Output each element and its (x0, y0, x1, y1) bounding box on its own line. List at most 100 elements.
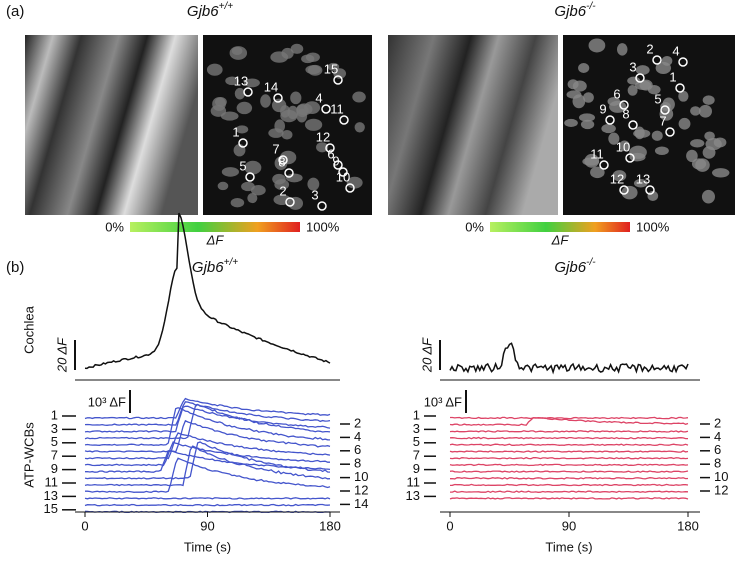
trace-label: 3 (51, 421, 58, 436)
panel-label: (b) (6, 259, 24, 276)
genotype: Gjb6-/- (554, 1, 596, 20)
cell-marker (333, 75, 343, 85)
cell-number: 11 (330, 101, 344, 116)
cell-number: 6 (327, 146, 334, 161)
colorbar-min: 0% (465, 219, 484, 234)
genotype-sup: +/+ (224, 257, 239, 268)
cell (678, 90, 689, 102)
genotype: Gjb6+/+ (187, 1, 233, 20)
wcb-trace (449, 456, 689, 460)
cell (627, 85, 638, 96)
scale-label: 20 ΔF (54, 337, 69, 373)
cell (327, 62, 340, 71)
cell-number: 7 (272, 141, 279, 156)
trace-label: 8 (714, 456, 721, 471)
cochlea-image (388, 35, 558, 215)
cell-number: 14 (264, 79, 278, 94)
cell (634, 80, 652, 90)
wcb-trace (449, 436, 688, 440)
wcb-trace (84, 407, 331, 446)
wcb-trace (84, 445, 331, 487)
trace-label: 9 (413, 461, 420, 476)
cell (609, 100, 627, 113)
wcb-trace (449, 470, 689, 473)
wcb-trace (449, 497, 689, 500)
trace-label: 14 (354, 496, 368, 511)
image-label: Cochlea (88, 19, 136, 34)
genotype: Gjb6-/- (554, 257, 596, 276)
genotype-name: Gjb6 (192, 259, 224, 276)
trace-label: 2 (714, 415, 721, 430)
cell-number: 1 (232, 124, 239, 139)
x-axis-label: Time (s) (184, 539, 231, 554)
x-axis-label: Time (s) (545, 539, 592, 554)
cell (616, 43, 628, 56)
cell (296, 108, 308, 123)
cell (304, 118, 323, 131)
cell-number: 7 (659, 113, 666, 128)
scale-label: 10³ ΔF (424, 394, 462, 409)
cell-marker (284, 168, 294, 178)
cell (225, 76, 239, 86)
cell (651, 130, 663, 141)
cell-number: 10 (336, 169, 350, 184)
trace-label: 13 (406, 488, 420, 503)
cell-marker (339, 115, 349, 125)
cell (580, 119, 595, 130)
cell-marker (660, 105, 670, 115)
cell-number: 3 (629, 59, 636, 74)
x-tick-label: 0 (446, 518, 453, 533)
row-label: ATP-WCBs (21, 422, 36, 488)
cell (354, 122, 365, 133)
cell (588, 38, 606, 53)
cell-number: 2 (646, 41, 653, 56)
cell (690, 106, 701, 116)
cell-marker (665, 127, 675, 137)
genotype-sup: -/- (586, 257, 596, 268)
cell-marker (619, 185, 629, 195)
cell-number: 9 (332, 153, 339, 168)
cell-marker (333, 160, 343, 170)
cell (231, 46, 243, 56)
wcb-trace (84, 403, 331, 440)
cell-marker (635, 73, 645, 83)
cell-number: 10 (616, 139, 630, 154)
x-tick-label: 90 (562, 518, 576, 533)
cell-number: 6 (613, 86, 620, 101)
wcb-trace (449, 450, 689, 453)
cell-number: 12 (610, 171, 624, 186)
cell (702, 95, 715, 105)
cell (217, 181, 229, 191)
cell-number: 1 (669, 69, 676, 84)
cell (584, 153, 600, 168)
cell (230, 198, 245, 208)
colorbar (130, 222, 300, 232)
cell (633, 178, 648, 188)
trace-label: 2 (354, 415, 361, 430)
wcb-trace (84, 401, 331, 426)
cell (621, 185, 638, 200)
cell (612, 170, 627, 182)
cell (287, 196, 304, 210)
cell (647, 84, 661, 95)
cell-marker (605, 115, 615, 125)
cell-marker (238, 138, 248, 148)
cell (270, 51, 289, 63)
trace-label: 12 (714, 482, 728, 497)
trace-label: 1 (413, 407, 420, 422)
wcb-trace (449, 443, 689, 447)
cell-number: 3 (311, 187, 318, 202)
wcb-trace (450, 490, 689, 494)
x-tick-label: 180 (677, 518, 699, 533)
cell-marker (338, 167, 348, 177)
scale-label: 20 ΔF (419, 337, 434, 373)
cell (236, 101, 253, 115)
x-tick-label: 180 (319, 518, 341, 533)
cell (250, 185, 266, 196)
cell-marker (675, 83, 685, 93)
trace-label: 11 (407, 474, 421, 489)
trace-label: 15 (44, 501, 58, 516)
genotype-sup: +/+ (219, 1, 234, 12)
trace-label: 5 (413, 434, 420, 449)
cell-number: 11 (590, 146, 604, 161)
